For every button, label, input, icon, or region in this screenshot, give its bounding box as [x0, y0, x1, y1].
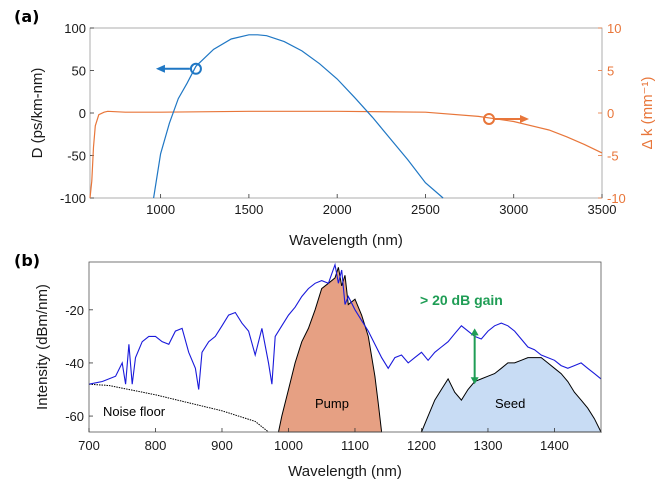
panel-b-xtick-label: 1400 [540, 438, 569, 453]
noise-floor-label: Noise floor [103, 404, 166, 419]
panel-a-ytick-label: 0 [79, 106, 86, 121]
panel-b-ytick-label: -60 [65, 409, 84, 424]
panel-a-xtick-label: 2500 [411, 202, 440, 217]
gain-arrow-head-down [470, 377, 479, 385]
noise-floor-curve [88, 383, 269, 433]
dk-curve [89, 110, 603, 199]
dispersion-curve [153, 34, 444, 199]
panel-a-ytick-label: -100 [60, 191, 86, 206]
panel-a-ylabel-left: D (ps/km-nm) [29, 68, 46, 159]
panel-b-xtick-label: 1300 [474, 438, 503, 453]
panel-b-xtick-label: 700 [78, 438, 100, 453]
dk-arrow-head [520, 114, 530, 123]
panel-a-ytick-label: 100 [64, 21, 86, 36]
panel-a-plot-frame [89, 27, 603, 199]
panel-b-ytick-label: -40 [65, 356, 84, 371]
panel-b-xtick-label: 1200 [407, 438, 436, 453]
panel-a: (a) 1000 1500 2000 2500 3000 3500-100-5005010… [14, 7, 656, 249]
panel-a-ytick-right-label: -5 [607, 149, 619, 164]
panel-a-ytick-right-label: -10 [607, 191, 626, 206]
panel-a-ytick-right-label: 0 [607, 106, 614, 121]
panel-b-ylabel: Intensity (dBm/nm) [34, 284, 51, 410]
output-spectrum-curve [88, 262, 602, 390]
panel-a-xlabel: Wavelength (nm) [289, 232, 403, 249]
panel-a-xtick-label: 1000 [146, 202, 175, 217]
panel-b-tag: (b) [14, 251, 40, 270]
panel-b-xtick-label: 1000 [274, 438, 303, 453]
gain-arrow-head-up [470, 328, 479, 336]
panel-a-ytick-right-label: 5 [607, 64, 614, 79]
pump-area [277, 267, 383, 433]
panel-a-tag: (a) [14, 7, 39, 26]
panel-b: (b) 700 800 900 1000 1100 1200 1300 1400 -60 -40 -… [14, 251, 602, 480]
panel-a-xtick-label: 1500 [234, 202, 263, 217]
panel-a-xtick-label: 2000 [323, 202, 352, 217]
panel-a-ytick-label: 50 [72, 64, 86, 79]
panel-b-xtick-label: 1100 [341, 438, 369, 453]
dk-marker [483, 112, 496, 125]
panel-b-xtick-label: 900 [211, 438, 233, 453]
gain-label: > 20 dB gain [420, 292, 503, 308]
dispersion-arrow-head [155, 64, 165, 73]
panel-a-xtick-label: 3000 [499, 202, 528, 217]
panel-b-ytick-label: -20 [65, 303, 84, 318]
dispersion-marker [189, 62, 202, 75]
panel-a-ylabel-right: Δ k (mm⁻¹) [639, 77, 656, 150]
seed-area [420, 357, 602, 433]
pump-label: Pump [315, 396, 349, 411]
panel-b-xlabel: Wavelength (nm) [288, 463, 402, 480]
panel-a-xtick-label: 3500 [588, 202, 617, 217]
panel-a-ytick-right-label: 10 [607, 21, 621, 36]
panel-b-plot-frame [88, 261, 602, 433]
seed-label: Seed [495, 396, 525, 411]
panel-a-ytick-label: -50 [67, 149, 86, 164]
panel-b-xtick-label: 800 [145, 438, 167, 453]
